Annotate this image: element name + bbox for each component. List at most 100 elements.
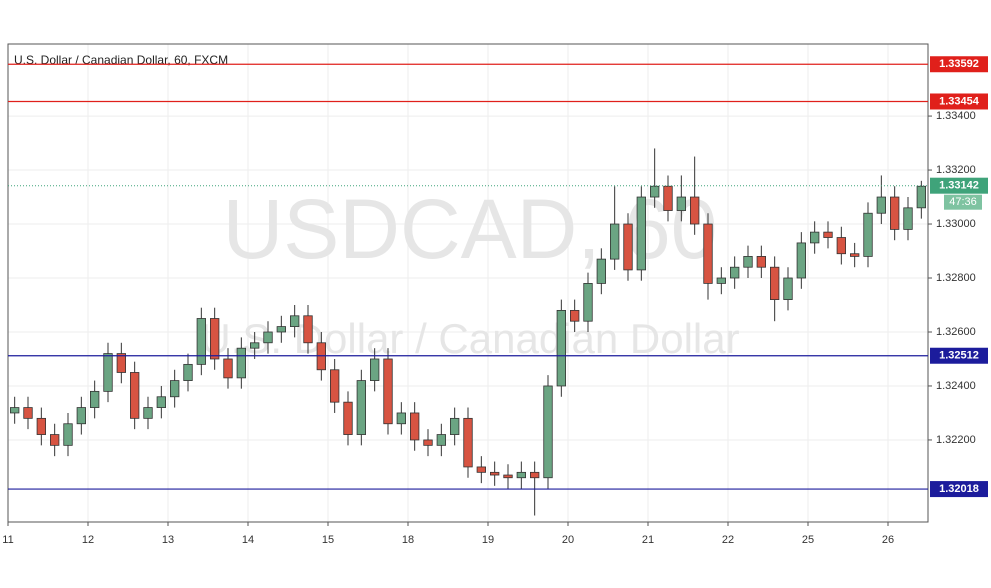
candle-body xyxy=(583,283,593,322)
candle-body xyxy=(383,358,393,425)
y-tick-label: 1.32600 xyxy=(936,326,976,338)
candle-body xyxy=(810,231,820,244)
level-label: 1.32512 xyxy=(939,350,979,362)
chart-title: U.S. Dollar / Canadian Dollar, 60, FXCM xyxy=(14,53,228,67)
candle-body xyxy=(863,212,873,257)
candle-body xyxy=(116,353,126,373)
candle-body xyxy=(716,277,726,284)
y-tick-label: 1.32200 xyxy=(936,434,976,446)
candle-body xyxy=(890,196,900,230)
level-label-box xyxy=(930,481,988,498)
candle-body xyxy=(796,242,806,279)
x-tick-label: 20 xyxy=(562,534,574,546)
candle-body xyxy=(530,471,540,479)
candle-body xyxy=(623,223,633,271)
last-price-box xyxy=(930,177,988,194)
candle-body xyxy=(650,185,660,198)
candle-body xyxy=(303,315,313,344)
x-tick-label: 26 xyxy=(882,534,894,546)
candle-body xyxy=(743,256,753,268)
candle-body xyxy=(543,385,553,479)
y-tick-label: 1.32400 xyxy=(936,380,976,392)
candle-body xyxy=(676,196,686,211)
candle-body xyxy=(209,318,220,360)
watermark: USDCAD, 60 xyxy=(223,182,718,276)
y-tick-label: 1.33200 xyxy=(936,164,976,176)
candle-body xyxy=(23,407,33,419)
x-tick-label: 13 xyxy=(162,534,174,546)
candle-body xyxy=(503,474,513,479)
candle-body xyxy=(463,417,473,468)
candle-body xyxy=(916,185,926,209)
countdown-box xyxy=(944,194,982,210)
candle-body xyxy=(489,471,500,476)
candle-body xyxy=(770,266,780,300)
candle-body xyxy=(516,471,526,479)
x-tick-label: 11 xyxy=(2,534,13,546)
candle-body xyxy=(850,253,860,257)
candle-body xyxy=(90,390,100,408)
candle-body xyxy=(143,407,153,419)
candle-body xyxy=(636,196,646,271)
candle-body xyxy=(103,353,113,392)
candle-body xyxy=(156,396,166,408)
x-tick-label: 21 xyxy=(642,534,654,546)
x-tick-label: 18 xyxy=(402,534,414,546)
candle-body xyxy=(36,417,46,435)
y-tick-label: 1.33400 xyxy=(936,110,976,122)
candle-body xyxy=(596,258,606,284)
plot-frame xyxy=(7,43,929,523)
candle-body xyxy=(223,358,233,379)
candle-body xyxy=(556,309,566,387)
candle-body xyxy=(903,207,913,230)
level-label: 1.33592 xyxy=(939,58,979,70)
candle-body xyxy=(610,223,620,260)
candle-body xyxy=(369,358,380,381)
candle-body xyxy=(876,196,886,214)
candle-body xyxy=(169,380,180,398)
candle-body xyxy=(263,331,273,344)
level-label-box xyxy=(930,56,988,73)
candle-body xyxy=(343,401,353,435)
x-tick-label: 19 xyxy=(482,534,494,546)
candle-body xyxy=(396,412,407,425)
y-tick-label: 1.33000 xyxy=(936,218,976,230)
candle-body xyxy=(836,237,846,255)
candle-body xyxy=(476,466,487,473)
candle-body xyxy=(63,423,73,446)
candle-body xyxy=(570,309,580,322)
candle-body xyxy=(329,369,340,403)
candle-body xyxy=(196,318,206,365)
candle-body xyxy=(449,417,460,435)
candle-body xyxy=(129,372,140,419)
countdown-label: 47:36 xyxy=(949,196,977,208)
candle-body xyxy=(730,266,740,279)
x-tick-label: 14 xyxy=(242,534,254,546)
y-tick-label: 1.32800 xyxy=(936,272,976,284)
grid xyxy=(7,44,928,522)
candle-body xyxy=(703,223,713,284)
candle-body xyxy=(663,185,673,211)
candle-body xyxy=(236,347,246,379)
level-label: 1.32018 xyxy=(939,483,979,495)
candle-body xyxy=(356,380,367,435)
candle-body xyxy=(436,434,447,446)
candle-body xyxy=(9,407,20,414)
x-tick-label: 22 xyxy=(722,534,734,546)
x-tick-label: 12 xyxy=(82,534,94,546)
level-label: 1.33454 xyxy=(939,95,980,107)
candle-body xyxy=(823,231,833,238)
candle-body xyxy=(409,412,420,441)
candle-body xyxy=(76,407,86,425)
level-label-box xyxy=(930,93,988,110)
candle-body xyxy=(183,363,193,381)
candle-body xyxy=(756,256,766,268)
candle-body xyxy=(249,342,260,349)
last-price-label: 1.33142 xyxy=(939,180,979,192)
candle-body xyxy=(276,326,287,333)
candle-body xyxy=(783,277,793,300)
candle-body xyxy=(50,434,60,446)
x-tick-label: 15 xyxy=(322,534,334,546)
